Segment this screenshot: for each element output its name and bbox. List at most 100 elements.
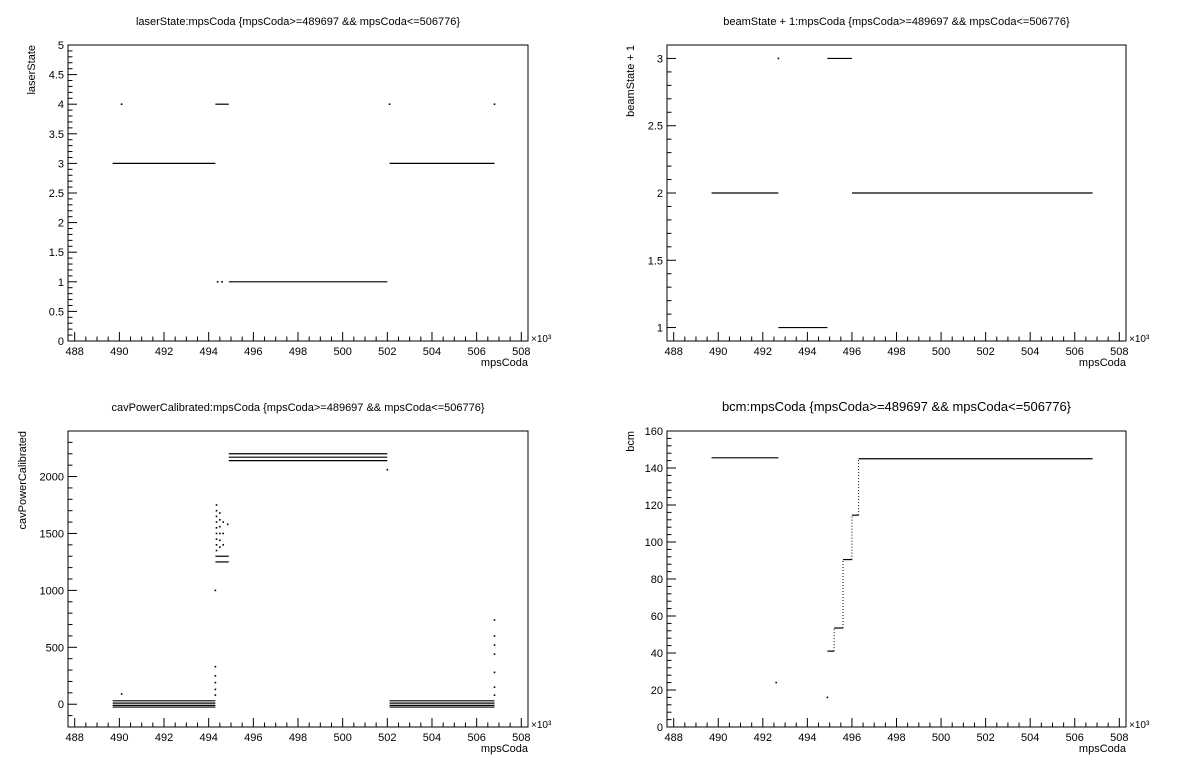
plot-panel: laserState:mpsCoda {mpsCoda>=489697 && m… xyxy=(26,16,552,369)
data-point xyxy=(216,281,219,283)
y-tick-label: 2 xyxy=(657,188,663,200)
data-point xyxy=(215,549,218,552)
data-point xyxy=(493,686,496,688)
y-tick-label: 0 xyxy=(58,336,64,348)
data-point xyxy=(222,532,224,535)
plot-panel: cavPowerCalibrated:mpsCoda {mpsCoda>=489… xyxy=(17,402,552,755)
x-tick-label: 498 xyxy=(887,346,905,358)
x-tick-label: 494 xyxy=(199,732,217,744)
data-point xyxy=(219,512,221,514)
data-point xyxy=(493,694,496,696)
y-tick-label: 500 xyxy=(46,642,64,654)
data-point xyxy=(222,544,224,546)
data-point xyxy=(214,674,217,677)
x-tick-label: 494 xyxy=(798,346,816,358)
x-tick-label: 500 xyxy=(932,732,950,744)
plot-frame xyxy=(67,430,529,728)
data-point xyxy=(215,526,218,529)
x-tick-label: 498 xyxy=(289,346,307,358)
x-tick-label: 508 xyxy=(512,346,530,358)
plot-panel: bcm:mpsCoda {mpsCoda>=489697 && mpsCoda<… xyxy=(625,399,1150,755)
x-tick-label: 506 xyxy=(1066,732,1084,744)
y-axis-title: cavPowerCalibrated xyxy=(17,431,29,529)
y-tick-label: 3.5 xyxy=(49,129,64,141)
x-tick-label: 504 xyxy=(423,346,441,358)
data-point xyxy=(226,523,229,526)
y-axis-title: laserState xyxy=(26,45,38,95)
data-point xyxy=(215,538,218,540)
y-tick-label: 160 xyxy=(645,426,663,438)
x-tick-label: 504 xyxy=(423,732,441,744)
x-tick-label: 496 xyxy=(843,732,861,744)
y-tick-label: 0 xyxy=(58,699,64,711)
x-tick-label: 492 xyxy=(754,346,772,358)
x-tick-label: 506 xyxy=(1066,346,1084,358)
data-point xyxy=(215,532,218,535)
data-point xyxy=(388,103,391,105)
x-tick-label: 488 xyxy=(665,346,683,358)
x-axis-multiplier: ×10³ xyxy=(1129,334,1150,345)
x-tick-label: 502 xyxy=(976,732,994,744)
y-tick-label: 1000 xyxy=(40,585,64,597)
x-tick-label: 502 xyxy=(378,346,396,358)
x-tick-label: 490 xyxy=(709,732,727,744)
x-tick-label: 490 xyxy=(709,346,727,358)
data-point xyxy=(493,671,496,674)
data-point xyxy=(493,653,496,655)
x-tick-label: 506 xyxy=(467,732,485,744)
x-tick-label: 502 xyxy=(378,732,396,744)
chart-title: cavPowerCalibrated:mpsCoda {mpsCoda>=489… xyxy=(111,402,484,414)
y-tick-label: 2 xyxy=(58,218,64,230)
x-axis-multiplier: ×10³ xyxy=(531,720,552,731)
y-tick-label: 2.5 xyxy=(648,121,663,133)
y-tick-label: 100 xyxy=(645,537,663,549)
data-point xyxy=(219,519,221,521)
data-point xyxy=(219,539,221,542)
y-tick-label: 5 xyxy=(58,40,64,52)
y-tick-label: 1 xyxy=(58,277,64,289)
x-tick-label: 500 xyxy=(932,346,950,358)
x-tick-label: 488 xyxy=(66,732,84,744)
data-point xyxy=(221,281,223,283)
x-axis-title: mpsCoda xyxy=(1079,357,1127,369)
y-tick-label: 1 xyxy=(657,323,663,335)
plot-frame xyxy=(67,44,529,342)
y-tick-label: 2000 xyxy=(40,472,64,484)
x-tick-label: 502 xyxy=(976,346,994,358)
x-axis-title: mpsCoda xyxy=(481,357,529,369)
data-point xyxy=(214,681,217,684)
data-point xyxy=(215,521,218,523)
chart-title: beamState + 1:mpsCoda {mpsCoda>=489697 &… xyxy=(723,16,1070,28)
x-tick-label: 500 xyxy=(333,732,351,744)
data-point xyxy=(214,694,217,696)
x-tick-label: 504 xyxy=(1021,346,1039,358)
y-tick-label: 120 xyxy=(645,500,663,512)
y-tick-label: 2.5 xyxy=(49,188,64,200)
y-tick-label: 1.5 xyxy=(49,247,64,259)
data-point xyxy=(386,468,389,471)
data-point xyxy=(222,521,224,523)
x-tick-label: 496 xyxy=(843,346,861,358)
y-tick-label: 0.5 xyxy=(49,306,64,318)
x-tick-label: 492 xyxy=(155,346,173,358)
y-tick-label: 1.5 xyxy=(648,255,663,267)
data-point xyxy=(214,665,217,668)
data-point xyxy=(120,103,123,105)
data-point xyxy=(214,589,217,592)
data-point xyxy=(826,696,829,699)
y-tick-label: 80 xyxy=(651,574,663,586)
x-axis-title: mpsCoda xyxy=(481,743,529,755)
data-point xyxy=(214,688,217,691)
data-point xyxy=(215,515,218,518)
data-point xyxy=(775,681,777,684)
y-tick-label: 3 xyxy=(657,53,663,65)
data-point xyxy=(493,644,496,646)
y-tick-label: 3 xyxy=(58,158,64,170)
x-tick-label: 494 xyxy=(798,732,816,744)
data-point xyxy=(493,635,496,637)
data-point xyxy=(215,504,218,506)
x-tick-label: 508 xyxy=(1110,732,1128,744)
x-tick-label: 492 xyxy=(754,732,772,744)
x-tick-label: 490 xyxy=(110,732,128,744)
